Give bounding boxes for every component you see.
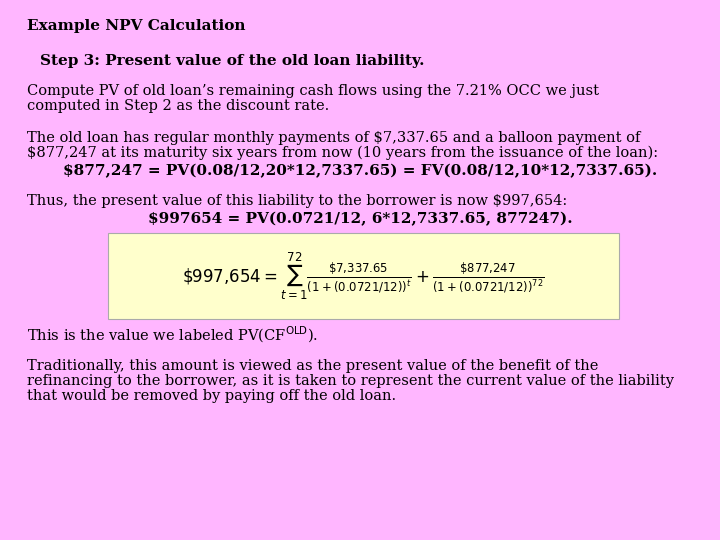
Text: $997654 = PV(0.0721/12, 6*12,7337.65, 877247).: $997654 = PV(0.0721/12, 6*12,7337.65, 87… — [148, 212, 572, 226]
Text: Thus, the present value of this liability to the borrower is now $997,654:: Thus, the present value of this liabilit… — [27, 194, 567, 208]
Text: computed in Step 2 as the discount rate.: computed in Step 2 as the discount rate. — [27, 99, 330, 113]
Text: Traditionally, this amount is viewed as the present value of the benefit of the: Traditionally, this amount is viewed as … — [27, 359, 599, 373]
Text: The old loan has regular monthly payments of $7,337.65 and a balloon payment of: The old loan has regular monthly payment… — [27, 131, 641, 145]
Text: Example NPV Calculation: Example NPV Calculation — [27, 19, 246, 33]
Text: $\$997{,}654 = \sum_{t=1}^{72}\frac{\$7{,}337.65}{\left(1+\left(0.0721/12\right): $\$997{,}654 = \sum_{t=1}^{72}\frac{\$7{… — [182, 250, 545, 302]
Text: $877,247 = PV(0.08/12,20*12,7337.65) = FV(0.08/12,10*12,7337.65).: $877,247 = PV(0.08/12,20*12,7337.65) = F… — [63, 164, 657, 178]
Text: This is the value we labeled PV(CF$^{\mathrm{OLD}}$).: This is the value we labeled PV(CF$^{\ma… — [27, 325, 318, 346]
Text: Compute PV of old loan’s remaining cash flows using the 7.21% OCC we just: Compute PV of old loan’s remaining cash … — [27, 84, 599, 98]
Text: that would be removed by paying off the old loan.: that would be removed by paying off the … — [27, 389, 397, 403]
Text: $877,247 at its maturity six years from now (10 years from the issuance of the l: $877,247 at its maturity six years from … — [27, 146, 659, 160]
Text: refinancing to the borrower, as it is taken to represent the current value of th: refinancing to the borrower, as it is ta… — [27, 374, 675, 388]
Text: Step 3: Present value of the old loan liability.: Step 3: Present value of the old loan li… — [40, 54, 424, 68]
FancyBboxPatch shape — [108, 233, 619, 319]
